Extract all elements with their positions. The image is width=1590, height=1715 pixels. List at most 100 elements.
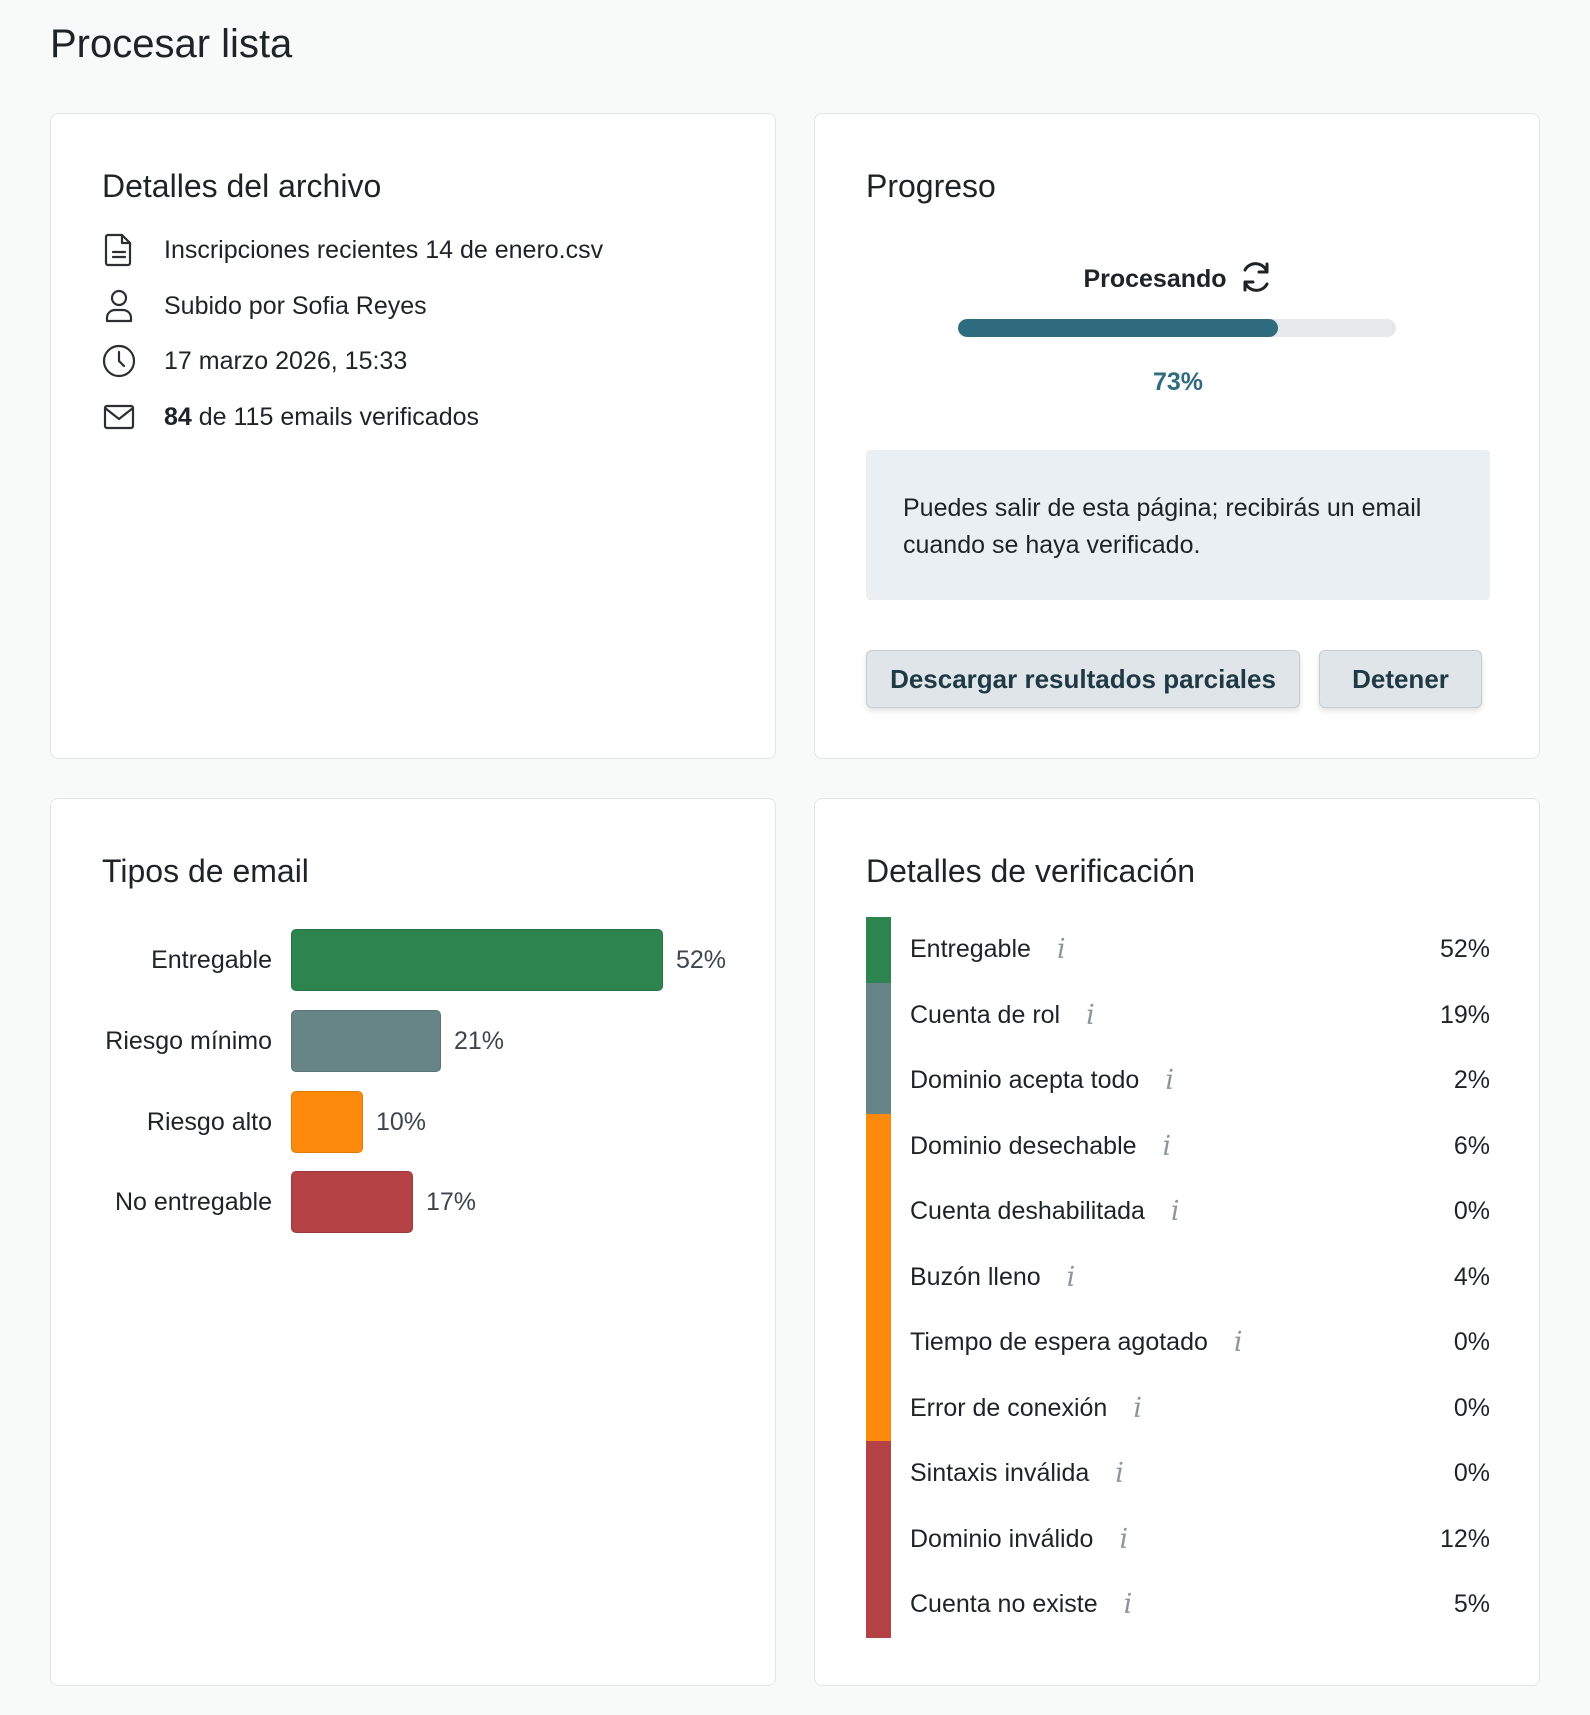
email-type-value: 10% bbox=[376, 1107, 427, 1136]
category-color-stripe bbox=[866, 1244, 891, 1310]
verification-label: Dominio inválido i bbox=[910, 1507, 1128, 1573]
verification-row: Error de conexión i 0% bbox=[866, 1375, 1490, 1442]
processing-status: Procesando bbox=[815, 260, 1541, 299]
verification-label-text: Tiempo de espera agotado bbox=[910, 1328, 1208, 1357]
category-color-stripe bbox=[866, 1179, 891, 1245]
verification-details-card: Detalles de verificación Entregable i 52% C… bbox=[814, 798, 1540, 1686]
verification-row: Entregable i 52% bbox=[866, 917, 1490, 983]
envelope-icon bbox=[102, 399, 136, 435]
clock-icon bbox=[102, 343, 136, 379]
email-type-value: 21% bbox=[454, 1026, 505, 1055]
email-type-label: No entregable bbox=[114, 1187, 272, 1216]
category-color-stripe bbox=[866, 917, 891, 983]
info-icon[interactable]: i bbox=[1123, 1589, 1133, 1621]
verification-row: Cuenta deshabilitada i 0% bbox=[866, 1179, 1490, 1245]
info-icon[interactable]: i bbox=[1133, 1392, 1142, 1424]
verification-label-text: Dominio desechable bbox=[910, 1131, 1137, 1160]
verification-value: 0% bbox=[1453, 1328, 1490, 1357]
verification-label: Error de conexión i bbox=[910, 1376, 1142, 1442]
info-icon[interactable]: i bbox=[1162, 1130, 1172, 1162]
verification-value: 6% bbox=[1453, 1131, 1490, 1160]
verification-row: Dominio acepta todo i 2% bbox=[866, 1048, 1490, 1114]
info-icon[interactable]: i bbox=[1165, 1065, 1174, 1097]
category-color-stripe bbox=[866, 1048, 891, 1114]
email-type-row: No entregable 17% bbox=[51, 1171, 777, 1233]
category-color-stripe bbox=[866, 982, 891, 1048]
email-types-card: Tipos de email Entregable 52% Riesgo mínim… bbox=[50, 798, 776, 1686]
email-type-label: Riesgo mínimo bbox=[105, 1026, 272, 1055]
leave-page-notice: Puedes salir de esta página; recibirás u… bbox=[866, 450, 1490, 600]
email-type-row: Entregable 52% bbox=[51, 929, 777, 991]
uploaded-by-row: Subido por Sofia Reyes bbox=[102, 286, 427, 326]
verification-label-text: Sintaxis inválida bbox=[910, 1459, 1090, 1488]
info-icon[interactable]: i bbox=[1233, 1327, 1243, 1359]
file-name-row: Inscripciones recientes 14 de enero.csv bbox=[102, 230, 603, 270]
category-color-stripe bbox=[866, 1572, 891, 1638]
refresh-icon bbox=[1239, 260, 1273, 299]
user-icon bbox=[102, 288, 136, 324]
verification-label-text: Buzón lleno bbox=[910, 1262, 1041, 1291]
email-type-value: 52% bbox=[676, 945, 727, 974]
stop-button[interactable]: Detener bbox=[1319, 650, 1482, 708]
verification-value: 12% bbox=[1439, 1524, 1490, 1553]
verification-label: Buzón lleno i bbox=[910, 1245, 1075, 1311]
email-type-bar bbox=[291, 1091, 363, 1153]
verification-value: 4% bbox=[1453, 1262, 1490, 1291]
verification-label-text: Cuenta de rol bbox=[910, 1000, 1061, 1029]
verification-label: Tiempo de espera agotado i bbox=[910, 1310, 1243, 1376]
document-icon bbox=[102, 232, 136, 268]
verification-label-text: Cuenta deshabilitada bbox=[910, 1197, 1145, 1226]
progress-bar bbox=[958, 319, 1396, 337]
verification-value: 2% bbox=[1453, 1066, 1490, 1095]
verification-label-text: Dominio inválido bbox=[910, 1524, 1094, 1553]
info-icon[interactable]: i bbox=[1115, 1458, 1124, 1490]
progress-title: Progreso bbox=[866, 168, 996, 204]
info-icon[interactable]: i bbox=[1170, 1196, 1180, 1228]
verification-value: 52% bbox=[1439, 935, 1490, 964]
info-icon[interactable]: i bbox=[1066, 1261, 1076, 1293]
email-type-label: Entregable bbox=[151, 945, 272, 974]
verification-row: Cuenta no existe i 5% bbox=[866, 1572, 1490, 1638]
verification-row: Tiempo de espera agotado i 0% bbox=[866, 1310, 1490, 1376]
download-partial-results-button[interactable]: Descargar resultados parciales bbox=[866, 650, 1300, 708]
uploaded-by: Subido por Sofia Reyes bbox=[164, 291, 427, 320]
verification-row: Cuenta de rol i 19% bbox=[866, 982, 1490, 1049]
progress-percent: 73% bbox=[1152, 368, 1204, 396]
email-type-row: Riesgo alto 10% bbox=[51, 1091, 777, 1153]
category-color-stripe bbox=[866, 1113, 891, 1179]
verification-label: Cuenta no existe i bbox=[910, 1572, 1132, 1638]
info-icon[interactable]: i bbox=[1119, 1523, 1129, 1555]
verification-row: Sintaxis inválida i 0% bbox=[866, 1441, 1490, 1507]
info-icon[interactable]: i bbox=[1086, 999, 1095, 1031]
email-type-label: Riesgo alto bbox=[146, 1107, 272, 1136]
verification-label: Sintaxis inválida i bbox=[910, 1441, 1124, 1507]
verification-row: Dominio inválido i 12% bbox=[866, 1506, 1490, 1573]
file-details-title: Detalles del archivo bbox=[102, 168, 382, 204]
email-types-title: Tipos de email bbox=[102, 853, 309, 889]
email-type-bar bbox=[291, 1010, 441, 1072]
verification-label-text: Cuenta no existe bbox=[910, 1590, 1098, 1619]
verification-label: Cuenta de rol i bbox=[910, 983, 1095, 1049]
upload-date: 17 marzo 2026, 15:33 bbox=[164, 346, 408, 375]
verified-count-row: 84 de 115 emails verificados bbox=[102, 397, 479, 437]
email-type-bar bbox=[291, 1171, 413, 1233]
verified-count: 84 de 115 emails verificados bbox=[164, 403, 479, 432]
verification-label: Dominio desechable i bbox=[910, 1114, 1171, 1180]
verification-label-text: Error de conexión bbox=[910, 1393, 1108, 1422]
progress-bar-fill bbox=[958, 319, 1278, 337]
verification-details-title: Detalles de verificación bbox=[866, 853, 1196, 889]
verification-label: Dominio acepta todo i bbox=[910, 1048, 1174, 1114]
verification-label-text: Dominio acepta todo bbox=[910, 1066, 1140, 1095]
verification-label: Entregable i bbox=[910, 917, 1066, 983]
verified-count-number: 84 bbox=[164, 402, 192, 431]
email-type-row: Riesgo mínimo 21% bbox=[51, 1010, 777, 1072]
info-icon[interactable]: i bbox=[1056, 934, 1066, 966]
verification-label-text: Entregable bbox=[910, 935, 1031, 964]
category-color-stripe bbox=[866, 1506, 891, 1572]
category-color-stripe bbox=[866, 1441, 891, 1507]
upload-date-row: 17 marzo 2026, 15:33 bbox=[102, 341, 407, 381]
category-color-stripe bbox=[866, 1310, 891, 1376]
verification-value: 19% bbox=[1439, 1000, 1490, 1029]
verification-value: 5% bbox=[1453, 1590, 1490, 1619]
